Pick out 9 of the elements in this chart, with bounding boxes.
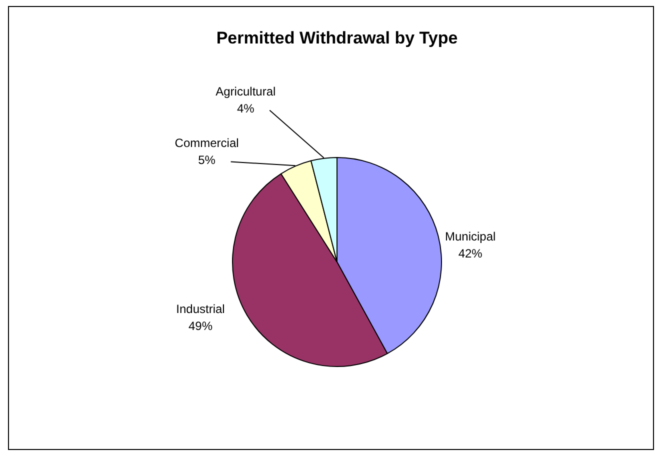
chart-title: Permitted Withdrawal by Type (216, 28, 458, 48)
data-label: 49% (188, 318, 213, 333)
slice-label: Commercial (174, 136, 239, 150)
slice-label: Agricultural (216, 84, 276, 99)
data-label: 5% (198, 153, 216, 168)
data-label: 4% (236, 102, 255, 116)
slice-label: Municipal (445, 230, 496, 244)
slice-label: Industrial (176, 302, 225, 316)
data-label: 42% (458, 246, 483, 261)
